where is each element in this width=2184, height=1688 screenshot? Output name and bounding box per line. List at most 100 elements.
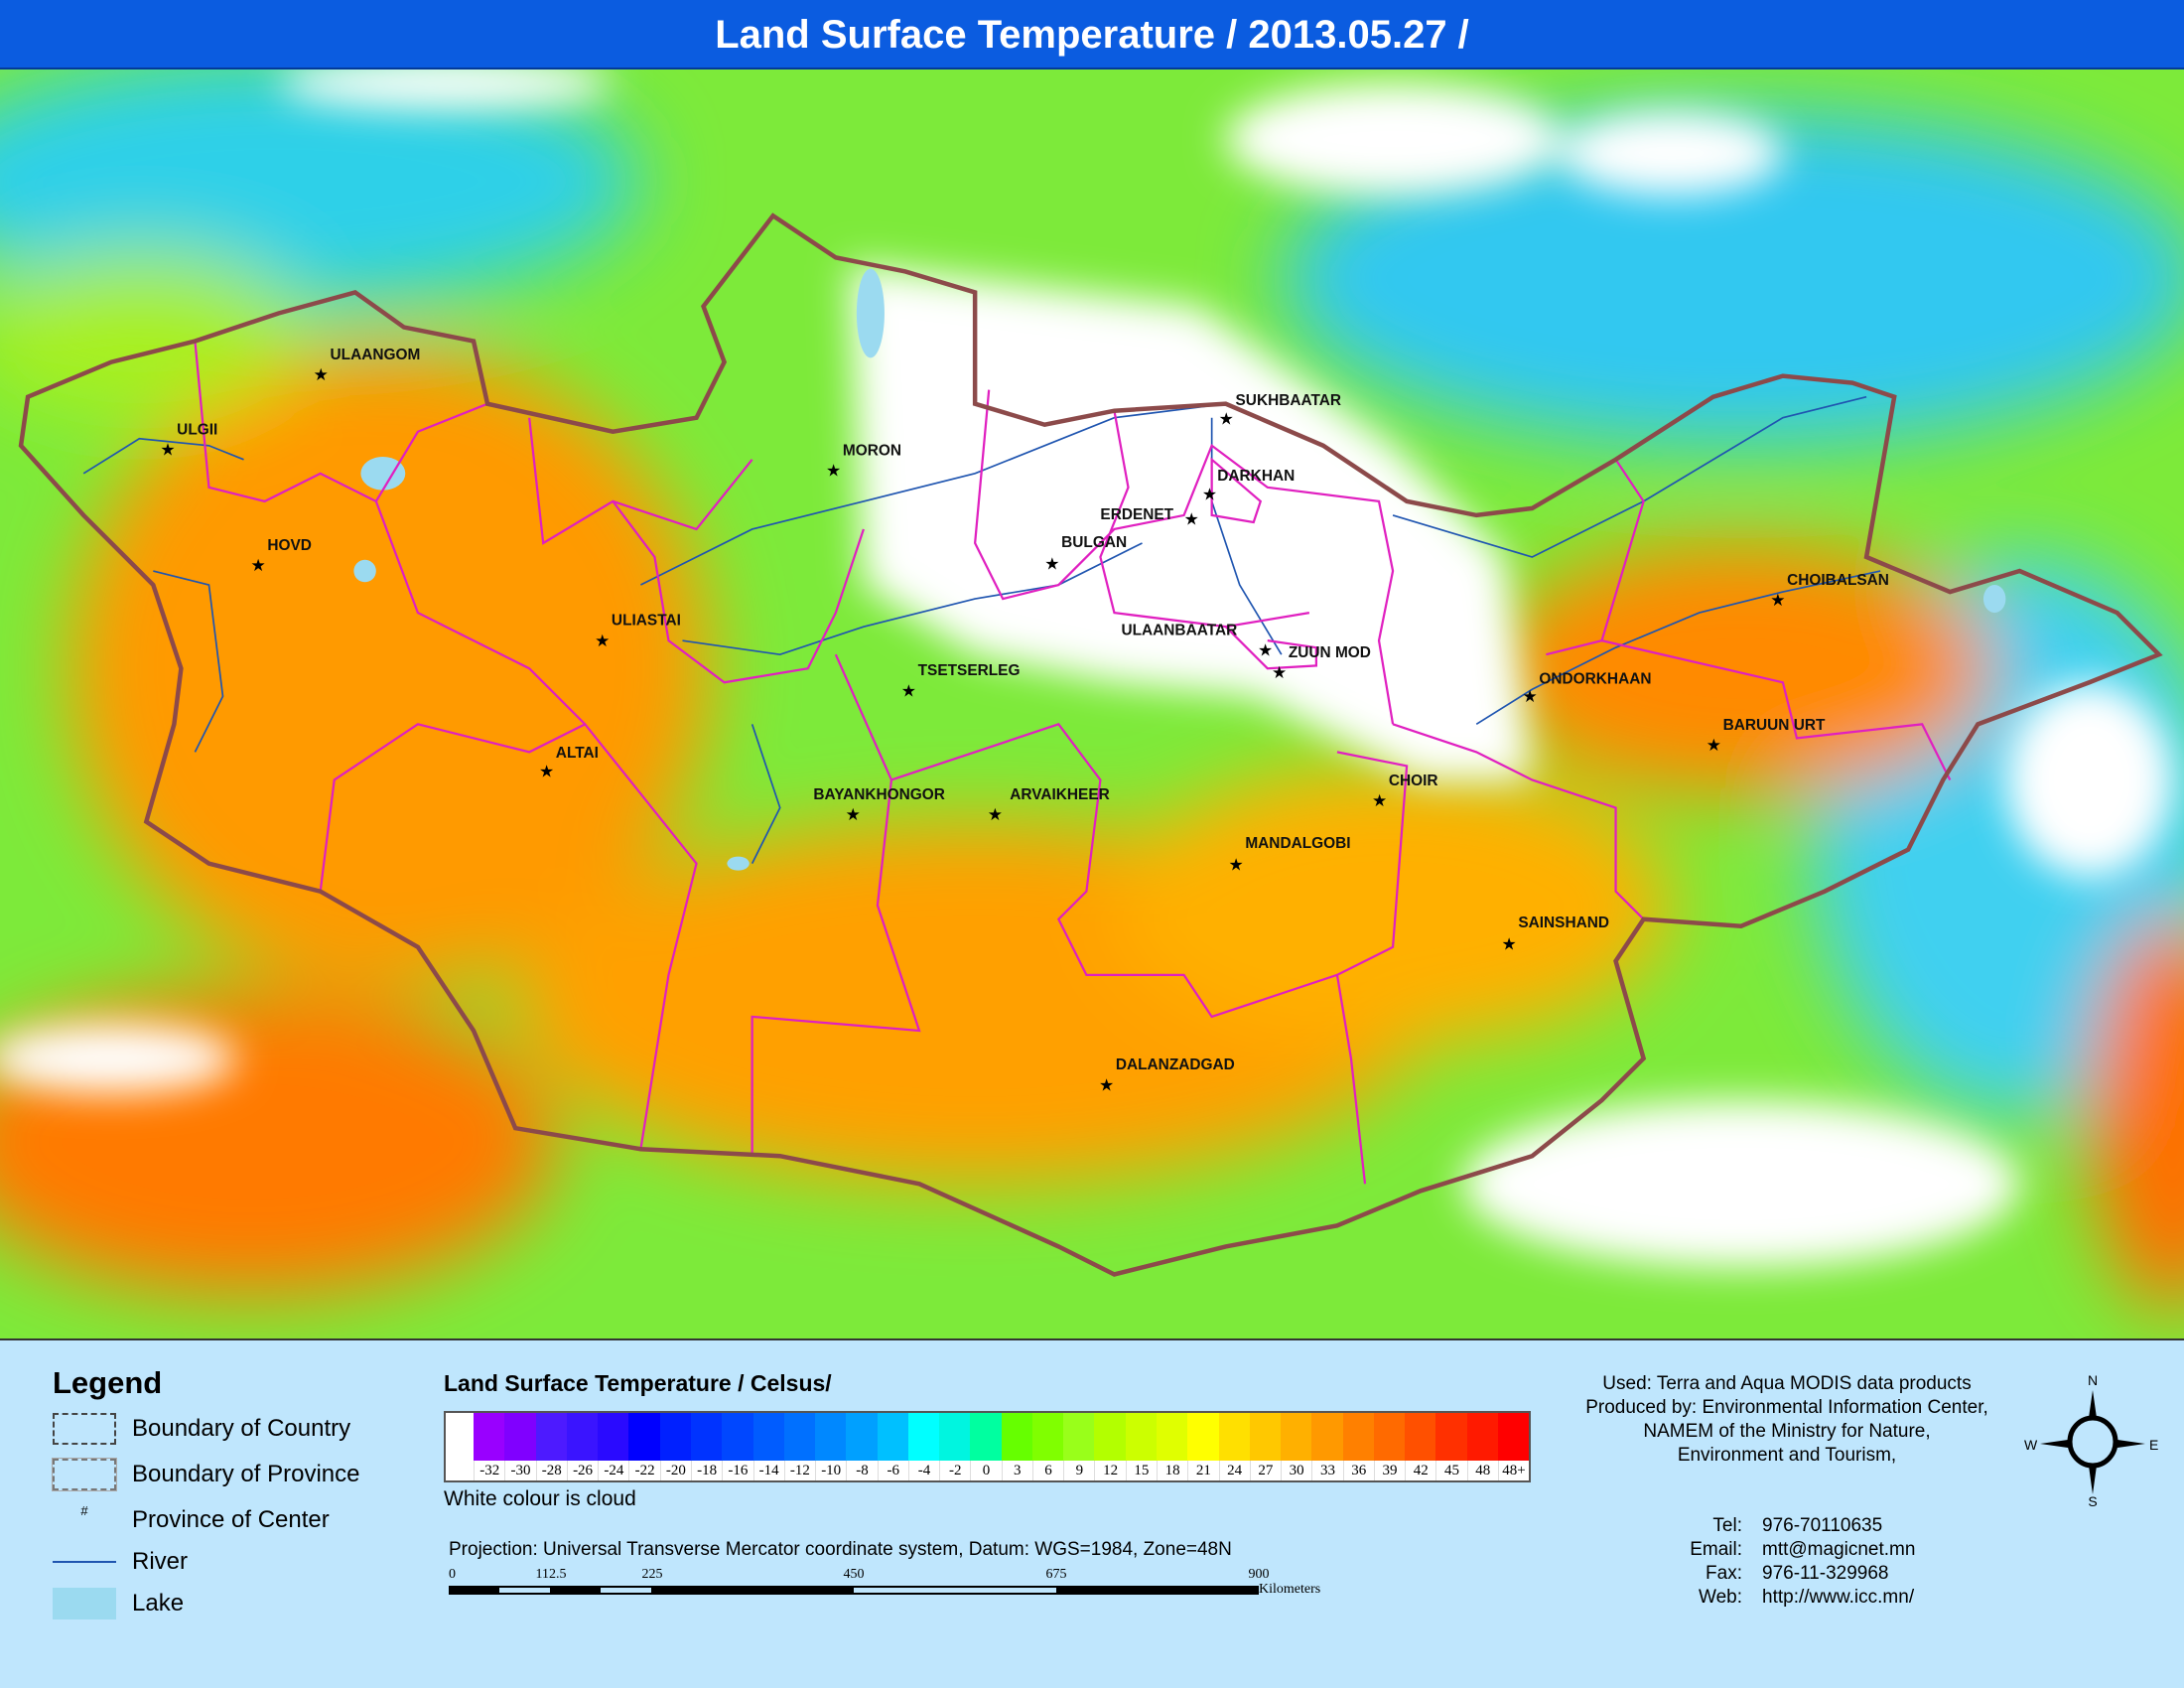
colorbar-swatch xyxy=(1342,1413,1374,1461)
scale-tick-label: 0 xyxy=(449,1567,456,1582)
colorbar-swatch xyxy=(1001,1413,1032,1461)
city-label[interactable]: ARVAIKHEER xyxy=(1010,786,1110,803)
province-center-star-icon: ★ xyxy=(595,632,610,650)
colorbar-swatch xyxy=(1031,1413,1064,1461)
city-label[interactable]: ALTAI xyxy=(556,745,599,762)
contact-value[interactable]: http://www.icc.mn/ xyxy=(1762,1587,1915,1608)
colorbar-swatch xyxy=(1156,1413,1188,1461)
colorbar-class: -32 xyxy=(474,1413,505,1480)
colorbar-swatch xyxy=(1249,1413,1282,1461)
colorbar-tick-label: 39 xyxy=(1373,1461,1405,1480)
city-label[interactable]: ONDORKHAAN xyxy=(1539,671,1651,688)
province-centers: ★ULAANGOM★ULGII★HOVD★MORON★SUKHBAATAR★DA… xyxy=(160,347,1889,1094)
colorbar-swatch xyxy=(628,1413,660,1461)
colorbar-swatch xyxy=(846,1413,878,1461)
temperature-raster xyxy=(0,70,2184,1338)
colorbar-class: 21 xyxy=(1187,1413,1219,1480)
province-center-star-icon: ★ xyxy=(1184,510,1199,529)
colorbar-tick-label: -12 xyxy=(783,1461,815,1480)
colorbar-class: 48 xyxy=(1466,1413,1498,1480)
contact-row: Fax: 976-11-329968 xyxy=(1658,1562,1915,1586)
city-label[interactable]: TSETSERLEG xyxy=(918,662,1021,679)
city-label[interactable]: ULAANGOM xyxy=(331,347,421,363)
colorbar-class: -2 xyxy=(939,1413,971,1480)
colorbar-swatch xyxy=(1405,1413,1436,1461)
colorbar-swatch xyxy=(970,1413,1002,1461)
colorbar-title: Land Surface Temperature / Celsus/ xyxy=(444,1370,832,1396)
province-center-star-icon: ★ xyxy=(846,805,861,824)
legend-label: Province of Center xyxy=(132,1506,330,1533)
contact-label: Fax: xyxy=(1706,1563,1742,1584)
city-label[interactable]: ULGII xyxy=(177,422,217,439)
contact-value[interactable]: mtt@magicnet.mn xyxy=(1762,1539,1916,1560)
colorbar-swatch xyxy=(939,1413,971,1461)
province-boundaries xyxy=(194,341,1952,1185)
legend-item-lake: Lake xyxy=(53,1587,184,1620)
city-label[interactable]: DARKHAN xyxy=(1217,468,1295,485)
city-label[interactable]: MANDALGOBI xyxy=(1245,835,1350,852)
province-center-star-icon: ★ xyxy=(539,763,554,781)
city-label[interactable]: HOVD xyxy=(267,537,312,554)
colorbar-tick-label: 18 xyxy=(1156,1461,1187,1480)
city-label[interactable]: ERDENET xyxy=(1100,506,1173,523)
city-label[interactable]: DALANZADGAD xyxy=(1116,1056,1235,1073)
colorbar-class: -20 xyxy=(659,1413,691,1480)
colorbar-tick-label: -14 xyxy=(752,1461,784,1480)
legend-item-province-boundary: Boundary of Province xyxy=(52,1458,359,1491)
province-center-star-icon: ★ xyxy=(1372,791,1387,810)
city-label[interactable]: BARUUN URT xyxy=(1723,717,1826,734)
colorbar-class: -12 xyxy=(783,1413,816,1480)
colorbar-swatch xyxy=(566,1413,599,1461)
colorbar-tick-label: 6 xyxy=(1031,1461,1063,1480)
colorbar-class: -24 xyxy=(598,1413,629,1480)
colorbar-class: 45 xyxy=(1435,1413,1467,1480)
city-label[interactable]: ZUUN MOD xyxy=(1289,644,1371,661)
city-label[interactable]: MORON xyxy=(843,443,901,460)
province-boundary-symbol xyxy=(52,1458,117,1491)
hash-icon: # xyxy=(80,1503,88,1518)
colorbar-class: -10 xyxy=(815,1413,847,1480)
colorbar-tick-label: 30 xyxy=(1281,1461,1311,1480)
city-label[interactable]: SAINSHAND xyxy=(1518,914,1609,931)
city-label[interactable]: ULIASTAI xyxy=(612,613,681,630)
colorbar-class: 39 xyxy=(1373,1413,1406,1480)
temperature-map[interactable]: ★ ULAANGOM ★ ULGII ★ HOVD ★ MORON ★ SUKHBAATAR ★ DA… xyxy=(0,70,2184,1340)
colorbar-class: 15 xyxy=(1125,1413,1157,1480)
compass-e: E xyxy=(2149,1437,2158,1453)
legend-item-province-center: # Province of Center xyxy=(53,1503,330,1537)
credit-line: Environment and Tourism, xyxy=(1677,1445,1897,1466)
colorbar-tick-label: 21 xyxy=(1187,1461,1218,1480)
colorbar-swatch xyxy=(752,1413,784,1461)
city-label[interactable]: BAYANKHONGOR xyxy=(813,786,945,803)
colorbar-swatch xyxy=(598,1413,629,1461)
province-center-star-icon: ★ xyxy=(314,365,329,384)
colorbar-swatch xyxy=(877,1413,908,1461)
colorbar-class: 27 xyxy=(1249,1413,1282,1480)
colorbar-class: 9 xyxy=(1063,1413,1095,1480)
colorbar-class: 12 xyxy=(1094,1413,1126,1480)
city-label[interactable]: BULGAN xyxy=(1061,534,1127,551)
compass-w: W xyxy=(2024,1437,2038,1453)
projection-text: Projection: Universal Transverse Mercato… xyxy=(449,1539,1232,1560)
colorbar-tick-label: -22 xyxy=(628,1461,659,1480)
city-label[interactable]: CHOIBALSAN xyxy=(1787,572,1889,589)
province-center-star-icon: ★ xyxy=(1770,591,1785,610)
map-title: Land Surface Temperature / 2013.05.27 / xyxy=(0,0,2184,70)
colorbar-tick-label: 12 xyxy=(1094,1461,1125,1480)
province-center-star-icon: ★ xyxy=(901,681,916,700)
compass-n: N xyxy=(2088,1372,2098,1388)
city-label[interactable]: ULAANBAATAR xyxy=(1121,623,1237,639)
colorbar-tick-label: 9 xyxy=(1063,1461,1094,1480)
compass-s: S xyxy=(2088,1493,2097,1509)
city-label[interactable]: SUKHBAATAR xyxy=(1236,392,1342,409)
cloud-note: White colour is cloud xyxy=(444,1487,636,1510)
colorbar-tick-label: 48 xyxy=(1466,1461,1498,1480)
province-center-star-icon: ★ xyxy=(251,556,266,575)
city-label[interactable]: CHOIR xyxy=(1389,773,1438,789)
colorbar-swatch xyxy=(722,1413,753,1461)
colorbar-tick-label: -32 xyxy=(474,1461,504,1480)
scale-tick-label: 675 xyxy=(1045,1567,1067,1582)
colorbar-swatch xyxy=(659,1413,691,1461)
colorbar-class: -8 xyxy=(846,1413,878,1480)
province-center-star-icon: ★ xyxy=(1706,736,1721,755)
